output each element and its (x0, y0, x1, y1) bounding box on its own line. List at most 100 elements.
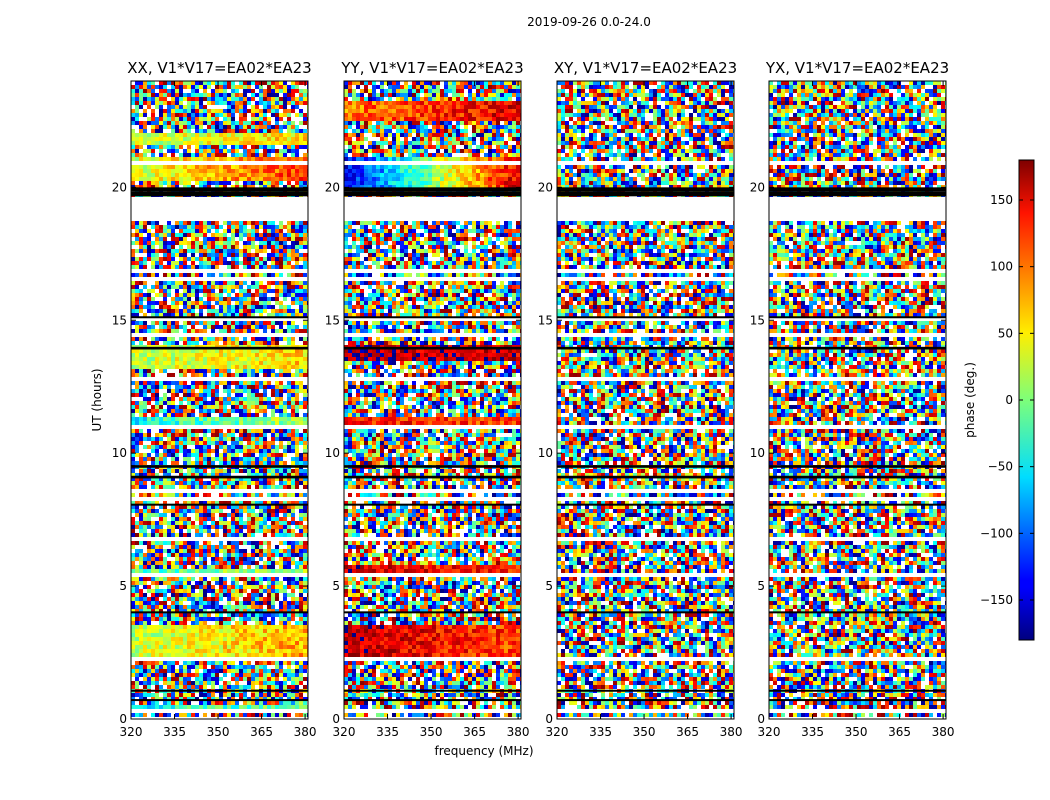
y-axis-label: UT (hours) (90, 368, 104, 431)
colorbar: −150 −100 −50 0 50 100 150 phase (deg.) (963, 159, 1035, 641)
flag-band (557, 611, 734, 614)
flag-band (769, 611, 946, 614)
flag-band (557, 191, 734, 197)
flag-band (344, 475, 521, 479)
panel-title: YY, V1*V17=EA02*EA23 (340, 59, 523, 77)
flag-band (131, 689, 308, 692)
x-tick-label: 350 (845, 725, 868, 739)
y-tick-label: 20 (750, 180, 765, 194)
flag-band (769, 187, 946, 192)
flag-band (344, 191, 521, 197)
flag-band (769, 689, 946, 692)
panel-2: XY, V1*V17=EA02*EA23 320 335 350 365 380 0 5 10 1… (538, 59, 743, 739)
x-tick-label: 365 (676, 725, 699, 739)
colorbar-tick-label: 0 (1005, 393, 1013, 407)
y-tick-label: 10 (538, 446, 553, 460)
x-tick-label: 335 (376, 725, 399, 739)
flag-band (344, 316, 521, 319)
y-tick-label: 5 (757, 579, 765, 593)
flag-band (131, 191, 308, 197)
y-tick-label: 20 (538, 180, 553, 194)
x-tick-label: 350 (420, 725, 443, 739)
panel-frame (556, 80, 735, 720)
x-tick-label: 365 (250, 725, 273, 739)
colorbar-tick-label: −150 (980, 593, 1013, 607)
y-tick-label: 15 (325, 313, 340, 327)
y-tick-label: 0 (119, 712, 127, 726)
y-tick-label: 5 (119, 579, 127, 593)
x-tick-label: 350 (633, 725, 656, 739)
panel-3: YX, V1*V17=EA02*EA23 320 335 350 365 380 0 5 10 1… (750, 59, 955, 739)
y-tick-label: 0 (757, 712, 765, 726)
flag-band (769, 316, 946, 319)
flag-band (769, 503, 946, 506)
flag-band (344, 465, 521, 468)
y-tick-label: 0 (332, 712, 340, 726)
y-tick-label: 15 (750, 313, 765, 327)
y-tick-label: 15 (112, 313, 127, 327)
panel-frame (130, 80, 309, 720)
flag-band (557, 346, 734, 350)
panel-frame (343, 80, 522, 720)
panel-0: XX, V1*V17=EA02*EA23 320 335 350 365 380 0 5 10 1… (112, 59, 317, 739)
flag-band (344, 699, 521, 702)
flag-band (769, 346, 946, 350)
flag-band (557, 187, 734, 192)
x-tick-label: 320 (546, 725, 569, 739)
flag-band (769, 191, 946, 197)
flag-band (557, 465, 734, 468)
y-tick-label: 5 (332, 579, 340, 593)
panel-1: YY, V1*V17=EA02*EA23 320 335 350 365 380 0 5 10 1… (325, 59, 530, 739)
x-axis-label: frequency (MHz) (434, 744, 533, 758)
figure-suptitle: 2019-09-26 0.0-24.0 (527, 15, 651, 29)
colorbar-tick-label: −100 (980, 526, 1013, 540)
x-tick-label: 320 (758, 725, 781, 739)
colorbar-tick-label: 150 (990, 193, 1013, 207)
colorbar-tick-label: 50 (998, 326, 1013, 340)
panel-title: YX, V1*V17=EA02*EA23 (765, 59, 949, 77)
x-tick-label: 380 (720, 725, 743, 739)
flag-band (131, 503, 308, 506)
x-tick-label: 380 (294, 725, 317, 739)
y-tick-label: 20 (325, 180, 340, 194)
flag-band (131, 699, 308, 702)
panel-title: XY, V1*V17=EA02*EA23 (554, 59, 737, 77)
x-tick-label: 380 (507, 725, 530, 739)
colorbar-label: phase (deg.) (963, 362, 977, 438)
heatmap-cells (557, 81, 734, 719)
flag-band (769, 475, 946, 479)
x-tick-label: 365 (463, 725, 486, 739)
panel-frame (768, 80, 947, 720)
x-tick-label: 335 (589, 725, 612, 739)
x-tick-label: 335 (163, 725, 186, 739)
flag-band (131, 346, 308, 350)
x-tick-label: 320 (120, 725, 143, 739)
colorbar-tick-label: 100 (990, 260, 1013, 274)
x-tick-label: 380 (932, 725, 955, 739)
colorbar-tick-label: −50 (988, 460, 1013, 474)
y-tick-label: 10 (112, 446, 127, 460)
x-tick-label: 350 (207, 725, 230, 739)
flag-band (557, 316, 734, 319)
y-tick-label: 20 (112, 180, 127, 194)
x-tick-label: 335 (801, 725, 824, 739)
y-tick-label: 0 (545, 712, 553, 726)
flag-band (131, 475, 308, 479)
flag-band (131, 187, 308, 192)
heatmap-cells (131, 81, 308, 719)
panel-title: XX, V1*V17=EA02*EA23 (127, 59, 311, 77)
flag-band (769, 699, 946, 702)
x-tick-label: 365 (888, 725, 911, 739)
flag-band (557, 503, 734, 506)
flag-band (131, 611, 308, 614)
flag-band (557, 699, 734, 702)
flag-band (131, 465, 308, 468)
flag-band (557, 689, 734, 692)
y-tick-label: 15 (538, 313, 553, 327)
flag-band (344, 187, 521, 192)
flag-band (344, 346, 521, 350)
colorbar-ticks: −150 −100 −50 0 50 100 150 (980, 193, 1034, 607)
flag-band (769, 465, 946, 468)
flag-band (557, 475, 734, 479)
